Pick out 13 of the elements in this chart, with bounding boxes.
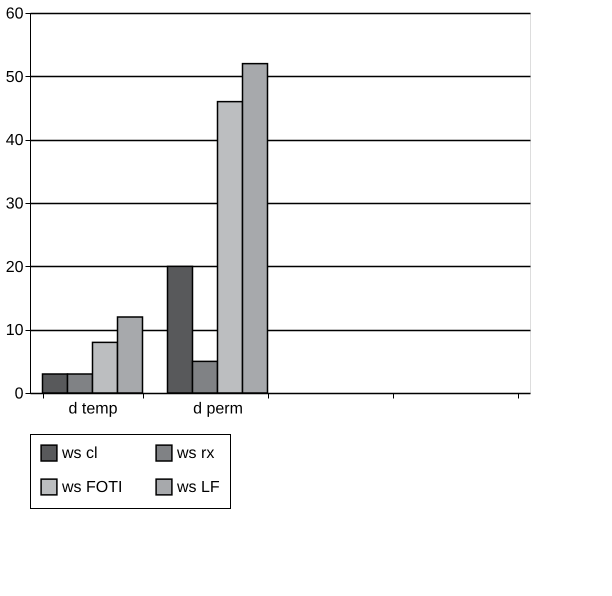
y-tick-label: 20	[6, 258, 24, 276]
y-tick-label: 50	[6, 68, 24, 86]
y-tick-label: 40	[6, 132, 24, 150]
y-tick-label: 30	[6, 196, 24, 212]
legend-label: ws cl	[61, 445, 98, 462]
y-tick-label: 60	[6, 6, 24, 22]
legend-label: ws LF	[176, 479, 220, 496]
legend-label: ws FOTI	[61, 479, 122, 496]
legend-label: ws rx	[176, 445, 214, 462]
y-tick-label: 10	[6, 322, 24, 340]
x-tick-label: d perm	[193, 400, 243, 418]
x-tick-label: d temp	[68, 400, 118, 418]
y-tick-label: 0	[14, 386, 24, 402]
